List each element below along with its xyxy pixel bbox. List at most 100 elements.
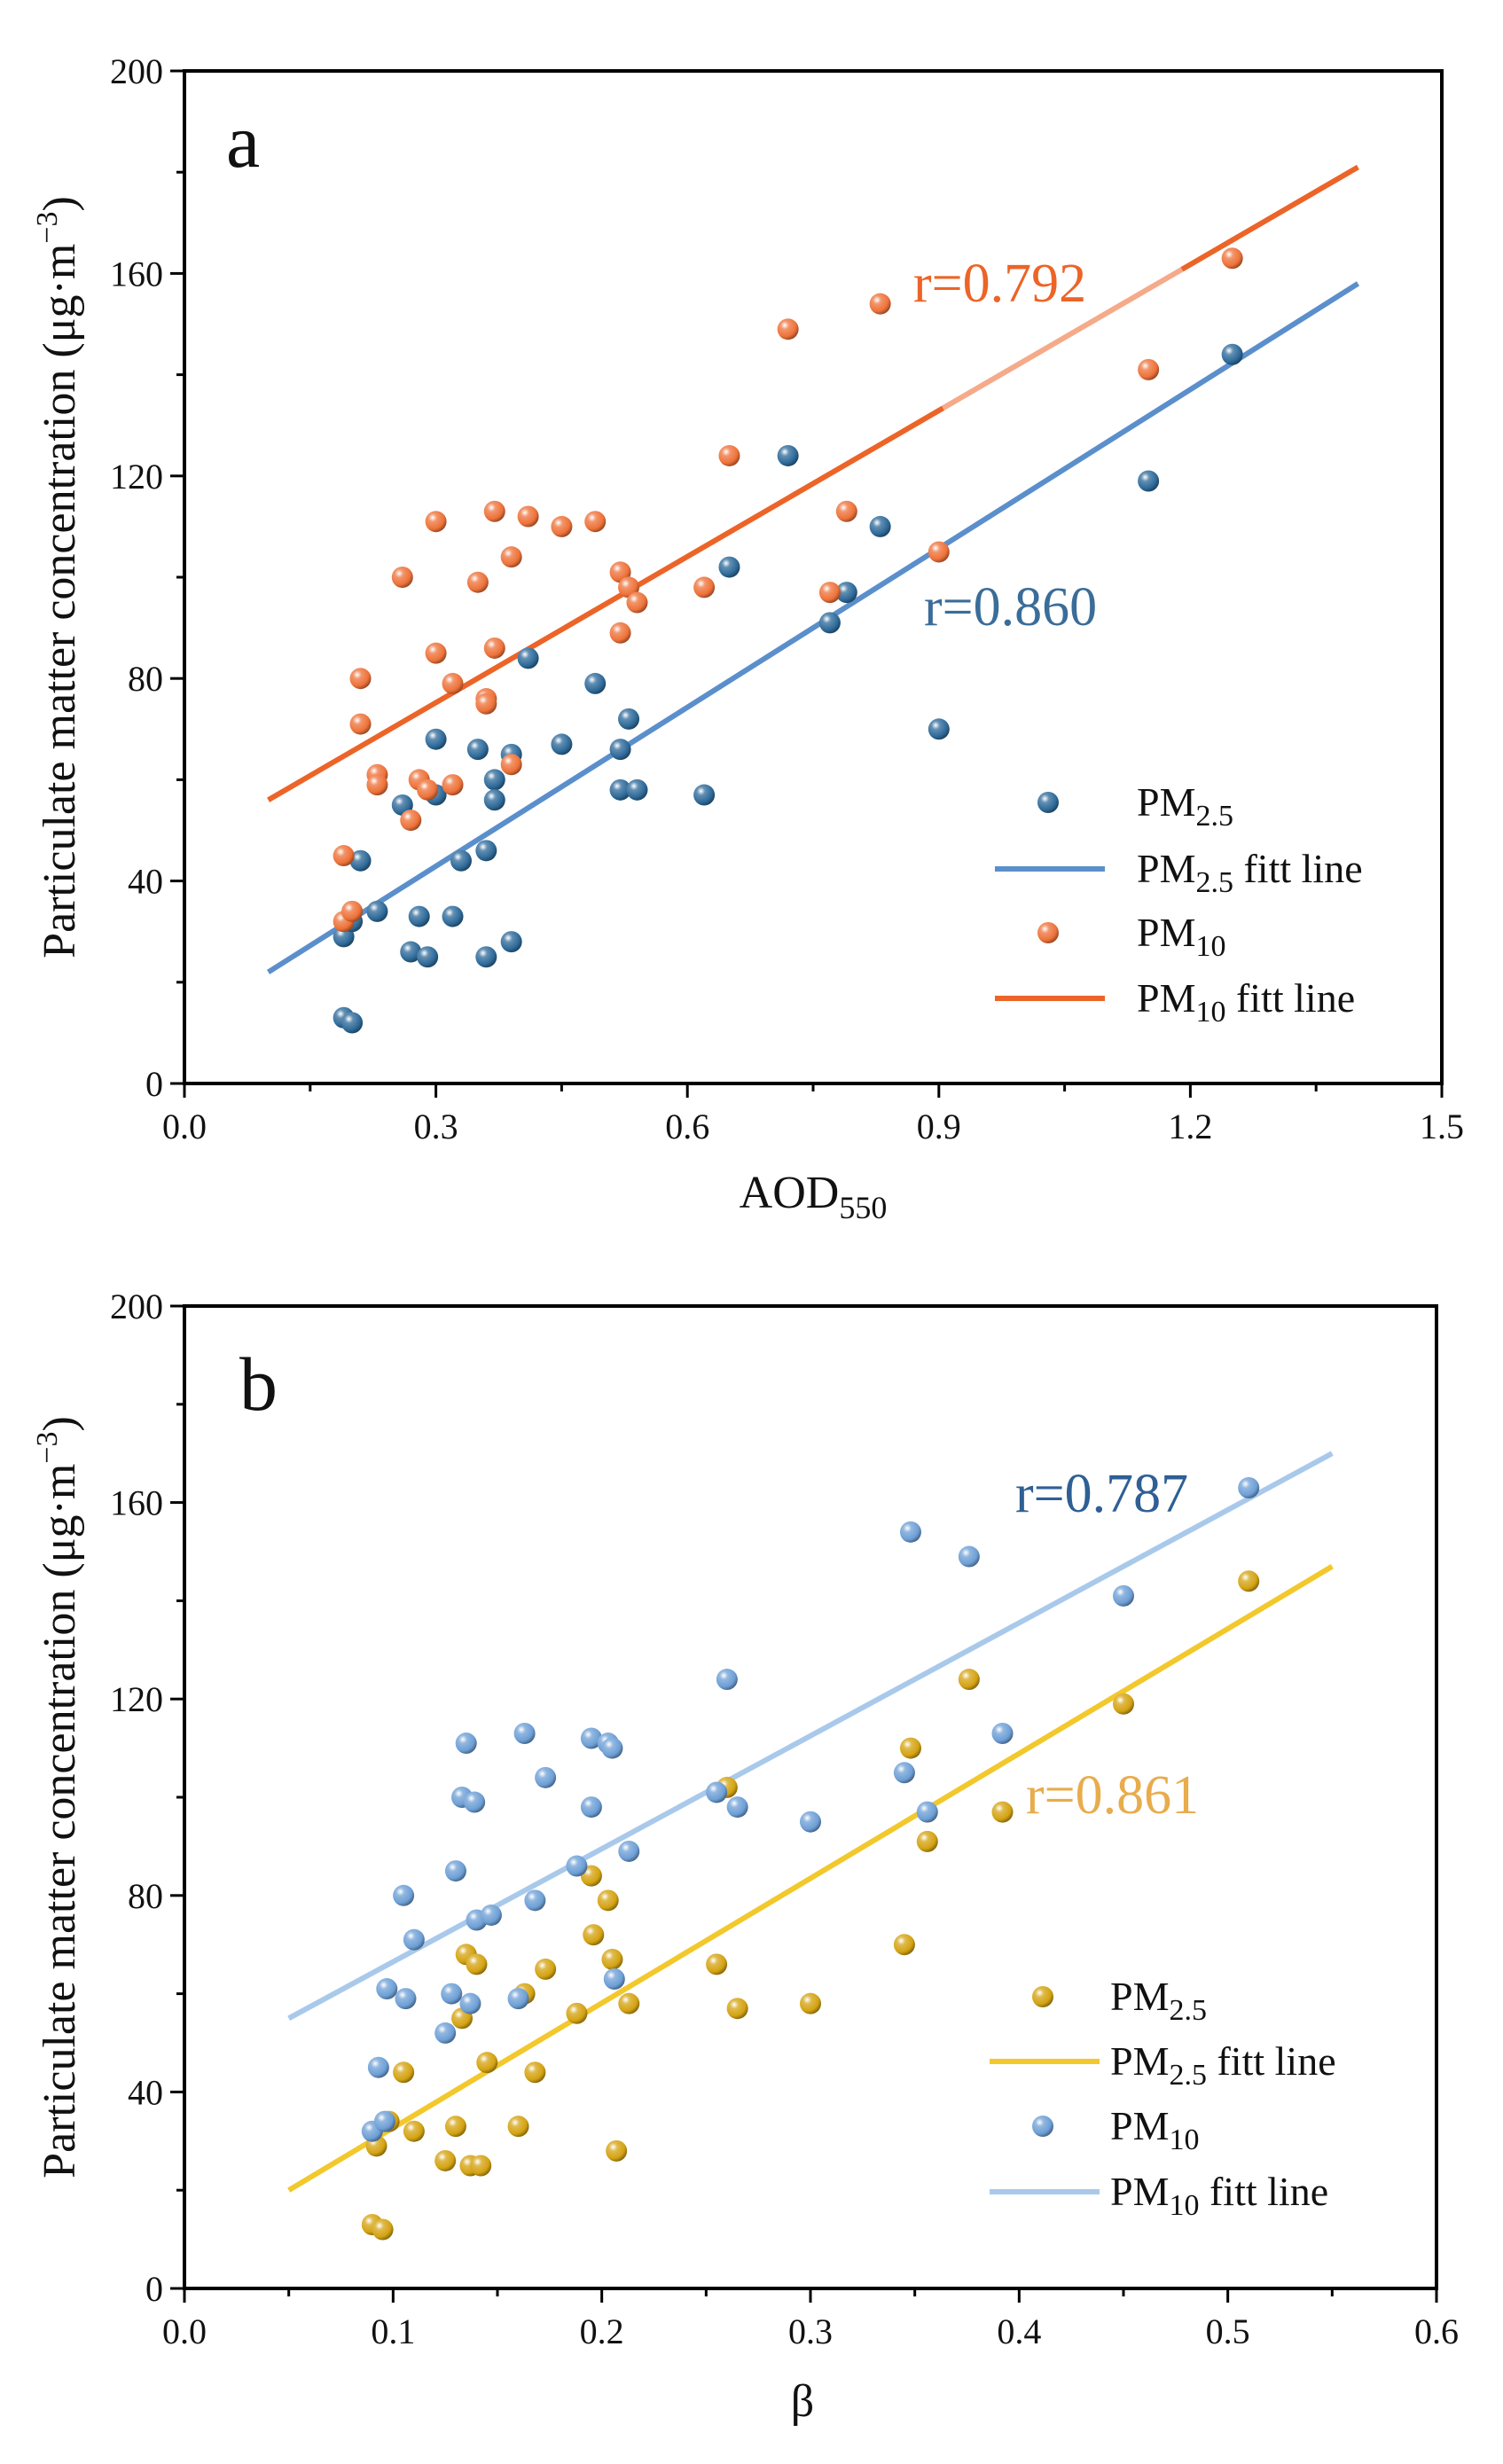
y-tick-label: 40 [128, 862, 163, 902]
x-tick-label: 1.2 [1168, 1107, 1212, 1146]
data-point [442, 672, 464, 694]
data-point [444, 2116, 466, 2138]
fit-line [266, 281, 1360, 974]
legend-entry-sub: 10 [1169, 2124, 1199, 2156]
x-axis-title-sub: 550 [839, 1190, 887, 1225]
data-point [455, 1733, 477, 1755]
data-point [693, 784, 716, 806]
data-point [403, 2120, 425, 2142]
data-point [958, 1545, 980, 1568]
data-point [349, 849, 372, 872]
data-point [1221, 247, 1243, 270]
fit-line [287, 1451, 1334, 2021]
data-point [899, 1737, 921, 1759]
x-tick-label: 0.0 [162, 1107, 207, 1146]
legend-entry-sub: 10 [1195, 996, 1225, 1029]
legend-entry: PM10 [1137, 910, 1225, 963]
y-axis-title-sup: −3 [31, 212, 64, 244]
correlation-label: r=0.860 [924, 577, 1097, 638]
data-point [366, 900, 388, 922]
x-axis-title: AOD550 [740, 1168, 888, 1225]
data-point [376, 1978, 398, 2000]
panel-letter: a [226, 98, 260, 184]
y-tick-label: 120 [110, 457, 163, 497]
legend-marker [1032, 2116, 1053, 2137]
data-point [442, 774, 464, 796]
data-point [408, 905, 430, 927]
chart-panel-a: 0.0 0.3 0.6 0.9 1.2 1.5 0 40 80 120 160 200 AOD550 Pa… [31, 51, 1464, 1225]
panel-letter: b [239, 1342, 278, 1427]
legend-entry: PM10 fitt line [1110, 2169, 1328, 2222]
y-tick-label: 120 [110, 1679, 163, 1719]
legend-entry-suffix: fitt line [1199, 2169, 1328, 2214]
legend-entry-sub: 10 [1195, 930, 1225, 963]
data-point [835, 500, 857, 522]
data-point [1113, 1584, 1134, 1607]
y-tick-label: 200 [110, 1287, 163, 1326]
data-point [517, 647, 539, 669]
data-point [466, 739, 489, 761]
y-axis-title: Particulate matter concentration (μg·m−3… [31, 1416, 85, 2178]
legend-entry-sub: 2.5 [1169, 2059, 1207, 2092]
data-point [483, 769, 505, 791]
data-point [535, 1766, 557, 1788]
data-point [450, 849, 472, 872]
y-tick-label: 200 [110, 51, 163, 91]
data-point [480, 1904, 502, 1926]
data-point [517, 505, 539, 528]
data-point [958, 1669, 980, 1691]
legend-entry-sub: 10 [1169, 2189, 1199, 2222]
data-point [916, 1801, 938, 1823]
legend-entry: PM2.5 fitt line [1137, 846, 1363, 899]
legend-entry-name: PM [1137, 975, 1195, 1021]
chart-panel-b: 0.0 0.1 0.2 0.3 0.4 0.5 0.6 0 40 80 120 160 200 β Part… [31, 1287, 1459, 2427]
y-axis-title-main: Particulate matter concentration (μg·m [35, 1464, 85, 2178]
data-point [1138, 470, 1160, 492]
data-point [597, 1889, 619, 1912]
data-point [551, 733, 573, 755]
data-point [580, 1796, 602, 1819]
data-point [1113, 1693, 1134, 1715]
data-point [718, 444, 740, 466]
data-point [425, 511, 447, 533]
data-point [366, 774, 388, 796]
y-axis-title-close: ) [35, 196, 85, 211]
data-point [507, 2116, 529, 2138]
data-point [475, 946, 497, 968]
data-point [551, 515, 573, 537]
data-point [928, 718, 950, 740]
legend-entry: PM2.5 fitt line [1110, 2038, 1336, 2092]
data-point [566, 1855, 588, 1877]
data-point [1238, 1476, 1260, 1498]
legend-entry-name: PM [1137, 846, 1195, 891]
data-point [584, 511, 607, 533]
data-point [513, 1722, 536, 1744]
data-point [507, 1988, 529, 2010]
data-point [800, 1811, 821, 1833]
plot-frame [183, 69, 1444, 1085]
legend-entry-sub: 2.5 [1195, 800, 1233, 833]
data-point [869, 293, 891, 315]
data-point [835, 582, 857, 604]
correlation-label: r=0.861 [1026, 1765, 1199, 1826]
y-axis-title: Particulate matter concentration (μg·m−3… [31, 196, 85, 958]
data-point [475, 692, 497, 715]
data-point [349, 668, 372, 690]
data-point [464, 1791, 486, 1813]
data-point [584, 672, 607, 694]
x-tick-label: 0.9 [917, 1107, 961, 1146]
x-tick-label: 0.6 [1414, 2311, 1459, 2351]
data-point [869, 515, 891, 537]
legend-entry-suffix: fitt line [1225, 975, 1355, 1021]
data-point [500, 931, 522, 953]
data-point [928, 541, 950, 563]
data-point [341, 900, 364, 922]
data-point [606, 2139, 628, 2162]
y-axis-title-main: Particulate matter concentration (μg·m [35, 244, 85, 958]
y-tick-label: 40 [128, 2072, 163, 2112]
legend-marker [1037, 792, 1059, 813]
data-point [466, 1953, 488, 1975]
legend-marker [1032, 1986, 1053, 2007]
x-axis-title-main: AOD [740, 1168, 840, 1218]
legend-entry-sub: 2.5 [1169, 1994, 1207, 2027]
